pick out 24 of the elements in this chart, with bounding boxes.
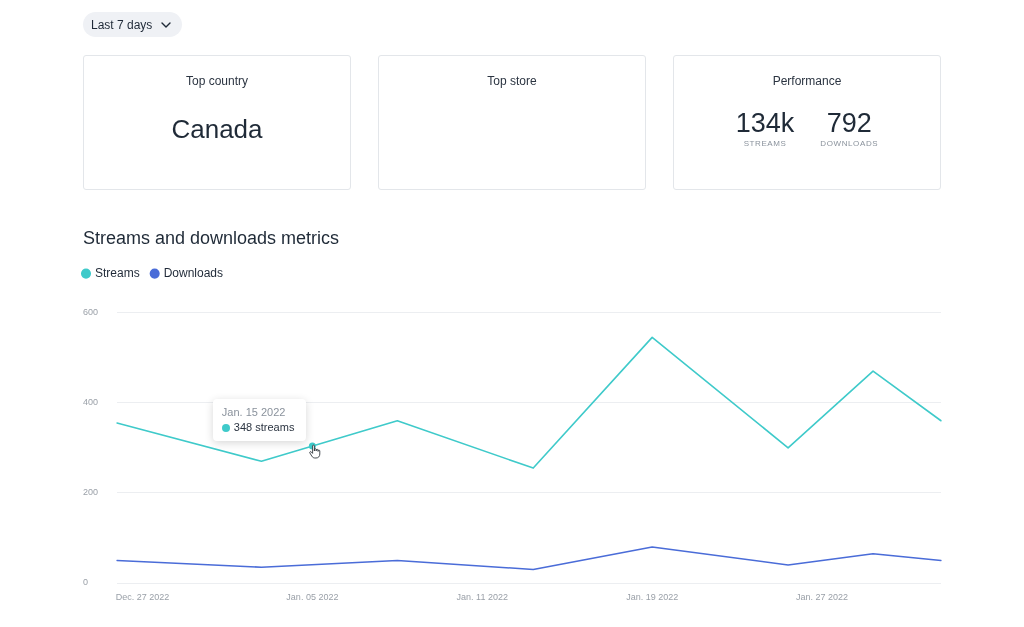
text: Performance	[771, 74, 843, 88]
text: 792	[826, 108, 872, 138]
y-tick-label: 200	[83, 487, 99, 498]
y-tick-label: 400	[83, 397, 99, 408]
x-tick-label: Jan. 05 2022	[286, 591, 339, 602]
legend-label: Downloads	[163, 265, 224, 280]
x-tick-label: Jan. 11 2022	[456, 591, 508, 602]
legend-label: Streams	[95, 265, 140, 280]
text: Top store	[486, 74, 538, 88]
text: STREAMS	[743, 139, 787, 148]
annotation: Jan. 15 2022	[221, 405, 286, 420]
chart-title: Streams and downloads metrics	[83, 227, 340, 248]
text: Top country	[184, 74, 249, 88]
text: Canada	[170, 114, 264, 144]
tooltip: Jan. 15 2022 348 streams	[212, 399, 307, 441]
x-tick-label: Jan. 19 2022	[626, 591, 679, 602]
y-tick-label: 600	[83, 307, 99, 318]
x-tick-label: Dec. 27 2022	[115, 591, 170, 602]
text: 134k	[735, 108, 795, 138]
annotation: 348 streams	[233, 420, 295, 435]
x-tick-label: Jan. 27 2022	[796, 591, 849, 602]
text: DOWNLOADS	[820, 139, 879, 148]
y-tick-label: 0	[83, 577, 89, 588]
dropdown: Last 7 days	[83, 12, 183, 37]
